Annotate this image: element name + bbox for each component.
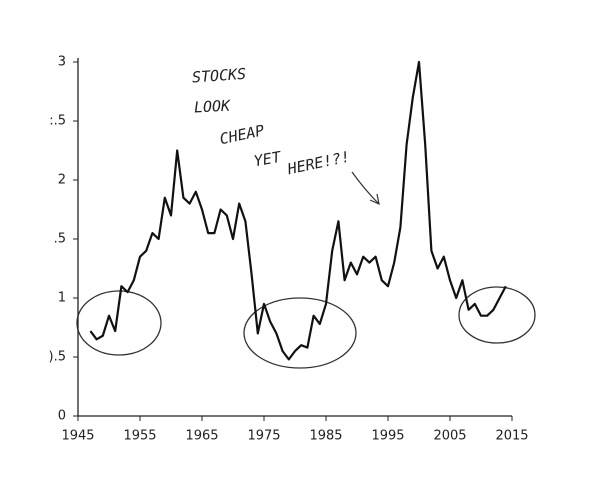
circle [243, 297, 357, 369]
x-tick-label: 1985 [309, 429, 342, 444]
annotation: HERE!?! [285, 148, 352, 179]
annotation: LOOK [194, 97, 232, 117]
annotation: CHEAP [218, 121, 266, 148]
y-tick-label: .5 [54, 232, 66, 247]
y-tick-label: ).5 [49, 350, 66, 365]
y-tick-label: :.5 [49, 114, 66, 129]
line [89, 60, 507, 361]
annotation: STOCKS [191, 65, 246, 87]
x-tick-label: 2005 [433, 429, 466, 444]
x-tick-label: 1975 [247, 429, 280, 444]
y-tick-label: 1 [58, 291, 66, 306]
x-tick-label: 2015 [495, 429, 528, 444]
x-tick-label: 1965 [185, 429, 218, 444]
circle [458, 286, 536, 344]
circle [76, 290, 162, 356]
x-tick-label: 1955 [123, 429, 156, 444]
x-tick-label: 1945 [61, 429, 94, 444]
y-tick-label: 0 [58, 409, 66, 424]
y-tick-label: 2 [58, 173, 66, 188]
y-tick-label: 3 [58, 55, 66, 70]
x-tick-label: 1995 [371, 429, 404, 444]
arrow [351, 171, 380, 206]
annotation: YET [252, 148, 283, 171]
